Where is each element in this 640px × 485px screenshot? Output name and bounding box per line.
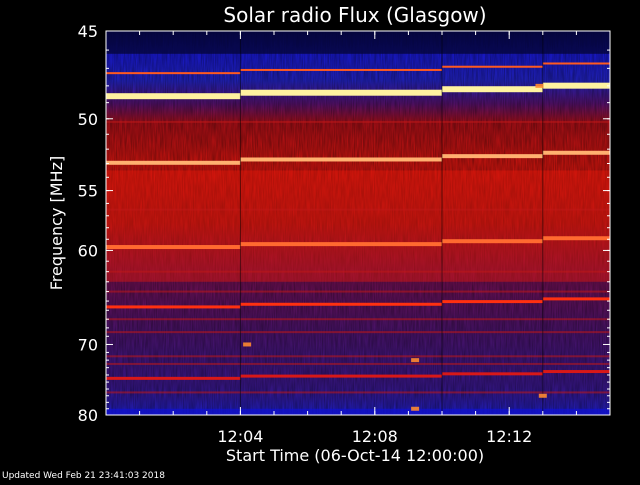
emission-line	[240, 68, 442, 71]
x-tick-label: 12:08	[352, 427, 398, 446]
y-tick-label: 55	[78, 182, 98, 201]
emission-line	[442, 154, 543, 159]
faint-line	[106, 362, 610, 365]
faint-line	[106, 208, 610, 211]
y-tick-label: 45	[78, 22, 98, 41]
faint-line	[106, 120, 610, 123]
burst-marker	[538, 393, 547, 398]
faint-line	[106, 355, 610, 358]
emission-line	[240, 89, 442, 96]
emission-line	[542, 370, 610, 374]
emission-line	[106, 160, 241, 165]
y-axis: 45 50 55 60 70 80	[78, 22, 610, 425]
emission-line	[542, 150, 610, 155]
faint-line	[106, 391, 610, 394]
faint-line	[106, 290, 610, 293]
plot-frame	[105, 30, 611, 416]
x-tick-label: 12:12	[486, 427, 532, 446]
burst-marker	[411, 358, 420, 363]
y-tick-label: 70	[78, 335, 98, 354]
emission-line	[240, 242, 442, 247]
emission-line	[542, 82, 610, 89]
emission-line	[442, 65, 543, 68]
emission-line	[240, 157, 442, 162]
bottom-blue-strip	[106, 408, 610, 415]
spectrogram-features	[106, 31, 610, 415]
intense-band	[106, 170, 610, 282]
emission-line	[442, 372, 543, 376]
y-tick-label: 60	[78, 241, 98, 260]
plot-area	[106, 31, 610, 415]
emission-line	[240, 302, 442, 306]
y-axis-label: Frequency [MHz]	[47, 156, 66, 290]
emission-line	[542, 297, 610, 301]
x-axis-label: Start Time (06-Oct-14 12:00:00)	[226, 446, 484, 465]
emission-line	[106, 93, 241, 100]
faint-line	[106, 270, 610, 273]
y-tick-label: 80	[78, 406, 98, 425]
chart-title: Solar radio Flux (Glasgow)	[223, 3, 486, 27]
emission-line	[542, 236, 610, 241]
burst-marker	[411, 406, 420, 411]
emission-line	[106, 245, 241, 250]
x-axis: 12:04 12:08 12:12	[139, 31, 577, 446]
faint-line	[106, 318, 610, 321]
burst-marker	[535, 83, 544, 88]
top-dark-strip	[106, 31, 610, 54]
emission-line	[442, 239, 543, 244]
updated-timestamp: Updated Wed Feb 21 23:41:03 2018	[2, 471, 165, 480]
burst-marker	[243, 342, 252, 347]
emission-line	[106, 305, 241, 309]
y-tick-label: 50	[78, 110, 98, 129]
emission-line	[442, 86, 543, 93]
emission-line	[106, 72, 241, 75]
emission-line	[240, 374, 442, 378]
emission-line	[106, 376, 241, 380]
faint-line	[106, 331, 610, 334]
emission-line	[442, 300, 543, 304]
emission-line	[542, 62, 610, 65]
x-tick-label: 12:04	[217, 427, 263, 446]
